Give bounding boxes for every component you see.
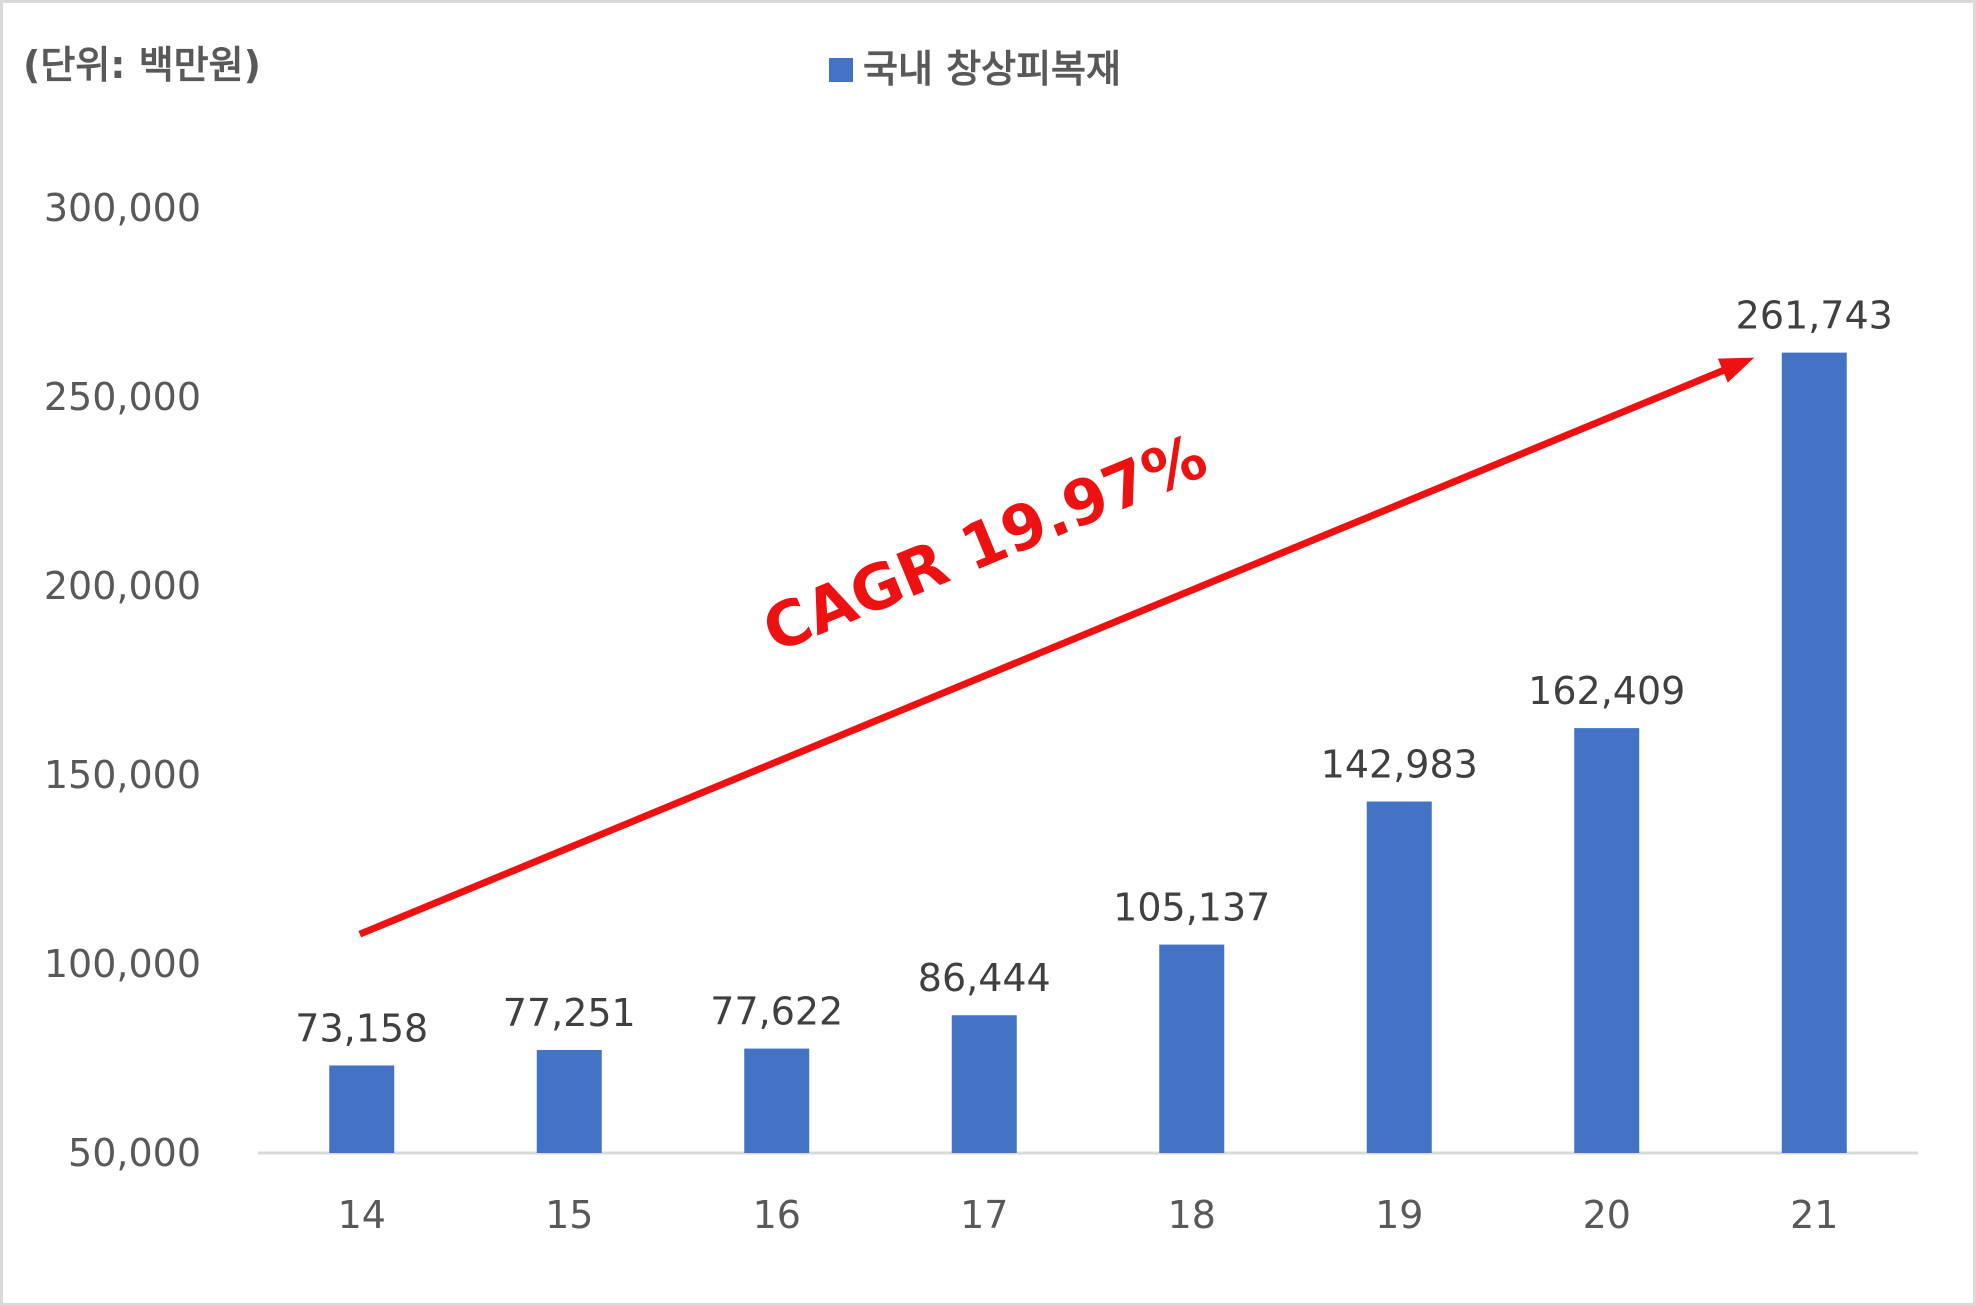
unit-label: (단위: 백만원) bbox=[23, 43, 261, 87]
data-label: 77,622 bbox=[710, 990, 843, 1034]
data-label: 73,158 bbox=[295, 1006, 428, 1050]
legend-swatch bbox=[829, 58, 853, 82]
bar bbox=[1781, 352, 1847, 1153]
data-label: 261,743 bbox=[1736, 294, 1893, 338]
data-label: 162,409 bbox=[1528, 669, 1685, 713]
data-label: 142,983 bbox=[1321, 743, 1478, 787]
bar bbox=[951, 1015, 1017, 1153]
y-tick-label: 150,000 bbox=[44, 753, 201, 797]
x-tick-label: 15 bbox=[545, 1193, 593, 1237]
data-label: 105,137 bbox=[1113, 886, 1270, 930]
data-label: 77,251 bbox=[503, 991, 636, 1035]
x-tick-label: 14 bbox=[338, 1193, 386, 1237]
bar bbox=[1366, 801, 1432, 1153]
y-axis: 50,000 100,000 150,000 200,000 250,000 300,00… bbox=[44, 186, 201, 1175]
y-tick-label: 200,000 bbox=[44, 564, 201, 608]
data-labels: 73,158 77,251 77,622 86,444 105,137 142,983 16… bbox=[295, 294, 1893, 1051]
x-tick-label: 20 bbox=[1583, 1193, 1631, 1237]
y-tick-label: 50,000 bbox=[68, 1131, 201, 1175]
data-label: 86,444 bbox=[918, 956, 1051, 1000]
x-tick-label: 16 bbox=[753, 1193, 801, 1237]
trend-arrow-head bbox=[1717, 357, 1755, 383]
bar bbox=[329, 1065, 395, 1153]
x-tick-label: 19 bbox=[1375, 1193, 1423, 1237]
x-tick-label: 17 bbox=[960, 1193, 1008, 1237]
bar bbox=[744, 1048, 810, 1153]
bars bbox=[329, 352, 1847, 1153]
bar bbox=[536, 1049, 602, 1153]
x-tick-label: 18 bbox=[1168, 1193, 1216, 1237]
x-tick-label: 21 bbox=[1790, 1193, 1838, 1237]
trend-arrow-line bbox=[358, 366, 1727, 938]
bar bbox=[1159, 944, 1225, 1153]
legend: 국내 창상피복재 bbox=[829, 47, 1121, 91]
legend-label: 국내 창상피복재 bbox=[863, 47, 1121, 91]
cagr-label: CAGR 19.97% bbox=[753, 419, 1217, 667]
bar-chart: (단위: 백만원) 국내 창상피복재 50,000 100,000 150,000 2… bbox=[23, 43, 1918, 1237]
y-tick-label: 100,000 bbox=[44, 942, 201, 986]
y-tick-label: 300,000 bbox=[44, 186, 201, 230]
x-axis: 14 15 16 17 18 19 20 21 bbox=[258, 1151, 1918, 1237]
cagr-annotation: CAGR 19.97% bbox=[358, 357, 1755, 938]
y-tick-label: 250,000 bbox=[44, 375, 201, 419]
bar bbox=[1574, 728, 1640, 1153]
